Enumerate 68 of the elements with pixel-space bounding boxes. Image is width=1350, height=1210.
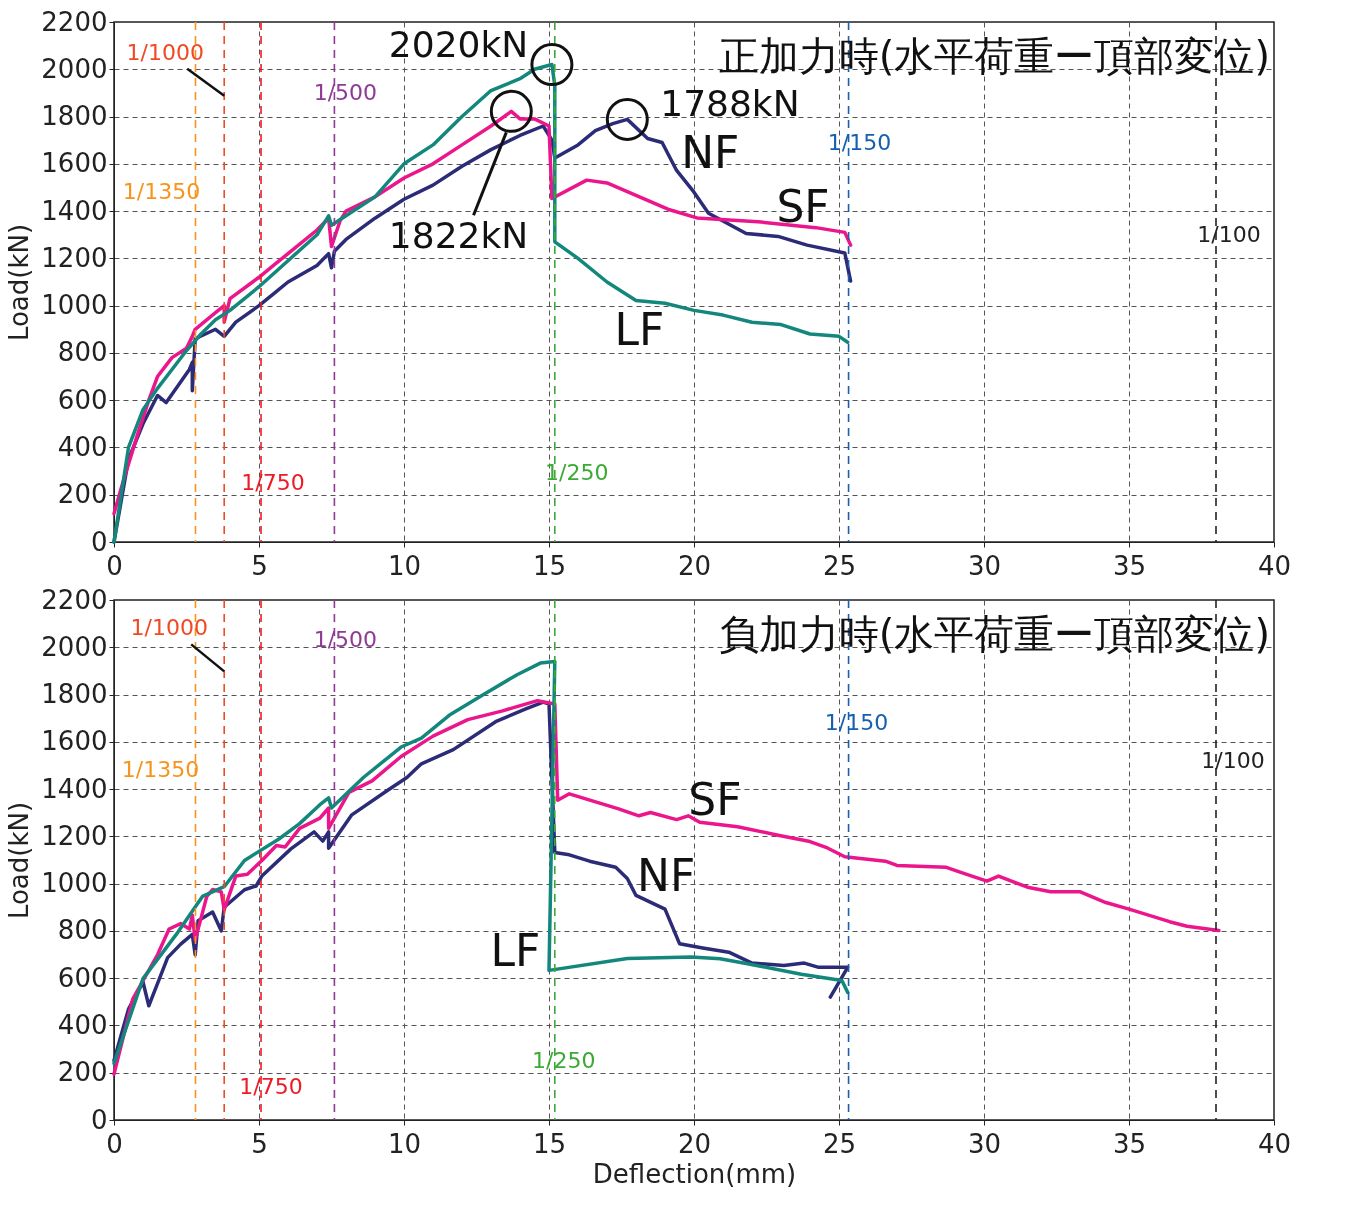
y-tick-label: 1000 <box>41 868 108 899</box>
y-tick-label: 1200 <box>41 820 108 851</box>
y-tick-label: 0 <box>90 526 108 557</box>
annotation: 1/1350 <box>121 757 200 783</box>
chart-title: 正加力時(水平荷重ー頂部変位) <box>718 33 1270 79</box>
annotation: 1/100 <box>1201 747 1265 773</box>
x-tick-label: 15 <box>532 550 567 581</box>
x-tick-label: 40 <box>1257 1128 1292 1159</box>
y-tick-label: 2000 <box>41 53 108 84</box>
annotation: 1/500 <box>313 79 378 105</box>
annotation: 1/250 <box>532 1047 596 1073</box>
annotation: 1788kN <box>660 82 800 124</box>
annotation: 1/750 <box>241 469 305 495</box>
x-tick-label: 35 <box>1112 1128 1147 1159</box>
y-axis-title: Load(kN) <box>4 223 35 342</box>
annotation: 1/1000 <box>126 39 204 65</box>
annotation: 1/150 <box>827 129 892 155</box>
annotation: 1/100 <box>1197 221 1261 247</box>
annotation: 1/1350 <box>122 179 201 205</box>
y-tick-label: 0 <box>90 1104 108 1135</box>
x-tick-label: 25 <box>822 1128 857 1159</box>
series-label: SF <box>776 181 830 233</box>
y-tick-label: 600 <box>57 962 108 993</box>
annotation: 1/1000 <box>130 615 208 641</box>
annotation: 1/500 <box>313 627 378 653</box>
x-axis-title: Deflection(mm) <box>592 1158 797 1189</box>
chart-title: 負加力時(水平荷重ー頂部変位) <box>718 611 1270 657</box>
y-tick-label: 800 <box>57 337 108 368</box>
x-tick-label: 5 <box>251 550 268 581</box>
x-tick-label: 30 <box>967 550 1002 581</box>
y-tick-label: 200 <box>57 479 108 510</box>
y-tick-label: 1000 <box>41 290 108 321</box>
annotation: 1/750 <box>239 1073 303 1099</box>
y-tick-label: 1600 <box>41 148 108 179</box>
y-tick-label: 1800 <box>41 679 108 710</box>
y-axis-title: Load(kN) <box>4 801 35 920</box>
x-tick-label: 20 <box>677 1128 712 1159</box>
y-tick-label: 400 <box>57 1009 108 1040</box>
series-label: NF <box>637 850 696 902</box>
x-tick-label: 15 <box>532 1128 567 1159</box>
y-tick-label: 1800 <box>41 101 108 132</box>
y-tick-label: 1400 <box>41 195 108 226</box>
x-tick-label: 40 <box>1257 550 1292 581</box>
y-tick-label: 400 <box>57 431 108 462</box>
x-tick-label: 5 <box>251 1128 268 1159</box>
x-tick-label: 10 <box>387 550 422 581</box>
annotation: 1/150 <box>824 709 889 735</box>
series-label: SF <box>688 774 742 826</box>
y-tick-label: 2200 <box>41 584 108 615</box>
annotation: 2020kN <box>388 24 529 66</box>
y-tick-label: 1600 <box>41 726 108 757</box>
annotation: 1822kN <box>388 215 529 257</box>
annotation: 1/250 <box>545 460 609 486</box>
series-label: LF <box>490 925 541 977</box>
series-label: LF <box>614 304 665 356</box>
y-tick-label: 2200 <box>41 6 108 37</box>
y-tick-label: 1200 <box>41 242 108 273</box>
y-tick-label: 1400 <box>41 773 108 804</box>
y-tick-label: 2000 <box>41 631 108 662</box>
y-tick-label: 800 <box>57 915 108 946</box>
x-tick-label: 30 <box>967 1128 1002 1159</box>
x-tick-label: 35 <box>1112 550 1147 581</box>
y-tick-label: 200 <box>57 1057 108 1088</box>
x-tick-label: 10 <box>387 1128 422 1159</box>
x-tick-label: 20 <box>677 550 712 581</box>
series-label: NF <box>681 127 740 179</box>
x-tick-label: 25 <box>822 550 857 581</box>
y-tick-label: 600 <box>57 384 108 415</box>
